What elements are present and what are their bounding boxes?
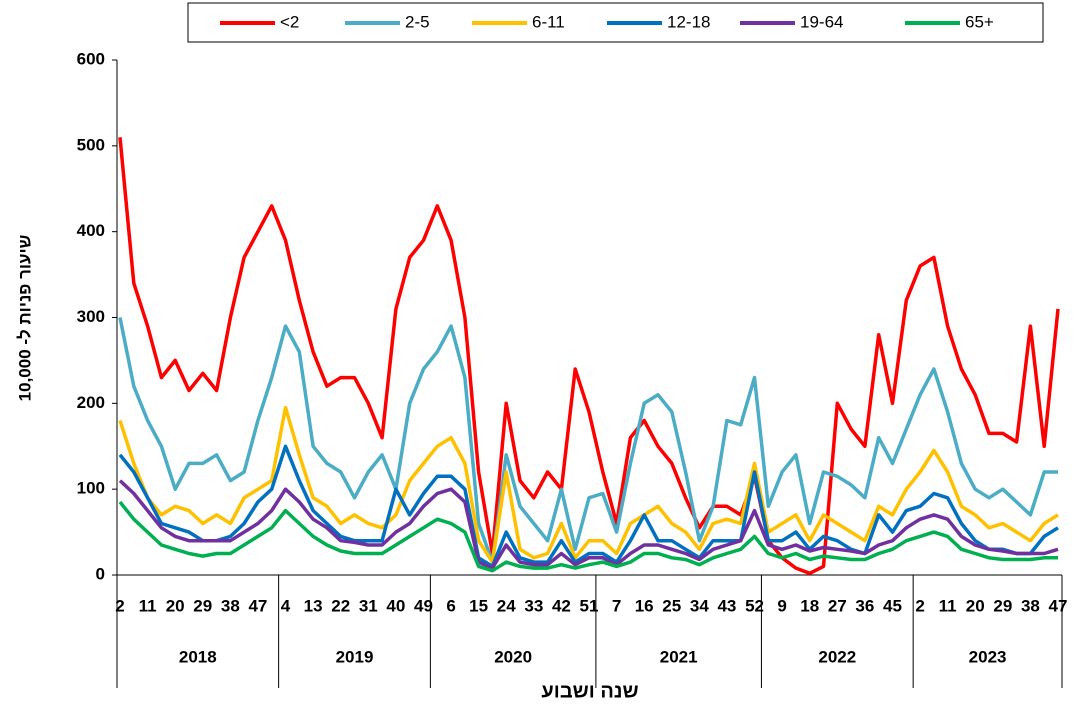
x-tick-label: 43 (717, 596, 736, 615)
series-line (118, 137, 1060, 576)
legend-box (187, 2, 1044, 43)
x-tick-label: 15 (469, 596, 488, 615)
x-tick-label: 7 (612, 596, 621, 615)
y-axis-title: שיעור פניות ל- 10,000 (15, 234, 34, 401)
legend-label: 12-18 (667, 12, 710, 31)
x-tick-label: 11 (139, 596, 157, 615)
y-tick-label: 500 (77, 135, 105, 154)
x-tick-label: 20 (166, 596, 185, 615)
x-tick-label: 27 (828, 596, 847, 615)
x-tick-label: 2 (915, 596, 924, 615)
x-tick-label: 47 (248, 596, 267, 615)
x-tick-label: 36 (855, 596, 874, 615)
x-tick-label: 16 (635, 596, 654, 615)
x-tick-label: 22 (331, 596, 350, 615)
legend-label: 2-5 (405, 12, 430, 31)
x-tick-label: 42 (552, 596, 571, 615)
x-axis-title: שנה ושבוע (541, 680, 638, 702)
x-tick-label: 47 (1049, 596, 1068, 615)
x-tick-label: 38 (1021, 596, 1040, 615)
x-tick-label: 29 (993, 596, 1012, 615)
x-tick-label: 45 (883, 596, 902, 615)
x-group-label: 2022 (818, 647, 856, 666)
y-tick-label: 600 (77, 49, 105, 68)
series-line (118, 405, 1059, 564)
x-tick-label: 52 (745, 596, 764, 615)
y-tick-label: 400 (77, 221, 105, 240)
y-tick-label: 100 (77, 479, 105, 498)
x-tick-label: 49 (414, 596, 433, 615)
x-tick-label: 6 (446, 596, 455, 615)
x-tick-label: 20 (966, 596, 985, 615)
y-tick-label: 200 (77, 393, 105, 412)
x-tick-label: 33 (524, 596, 543, 615)
x-tick-label: 40 (386, 596, 405, 615)
x-tick-label: 13 (304, 596, 323, 615)
x-tick-label: 31 (359, 596, 378, 615)
y-tick-label: 0 (96, 564, 105, 583)
series-line (118, 444, 1059, 569)
x-group-label: 2020 (494, 647, 532, 666)
x-tick-label: 4 (281, 596, 291, 615)
x-tick-label: 29 (193, 596, 212, 615)
x-tick-label: 24 (497, 596, 516, 615)
x-group-label: 2018 (179, 647, 217, 666)
x-tick-label: 38 (221, 596, 240, 615)
x-group-label: 2023 (969, 647, 1007, 666)
legend-label: 19-64 (800, 12, 843, 31)
y-tick-label: 300 (77, 307, 105, 326)
series-line (118, 479, 1059, 570)
series-line (118, 317, 1058, 564)
x-tick-label: 2 (115, 596, 124, 615)
x-tick-label: 11 (939, 596, 957, 615)
x-group-label: 2019 (336, 647, 374, 666)
legend-label: 65+ (965, 12, 994, 31)
legend-label: <2 (280, 12, 299, 31)
x-tick-label: 25 (662, 596, 681, 615)
legend-label: 6-11 (532, 12, 565, 31)
x-tick-label: 51 (580, 596, 599, 615)
x-tick-label: 9 (777, 596, 786, 615)
x-group-label: 2021 (660, 647, 698, 666)
x-tick-label: 18 (800, 596, 819, 615)
x-tick-label: 34 (690, 596, 709, 615)
series-line (118, 500, 1058, 573)
